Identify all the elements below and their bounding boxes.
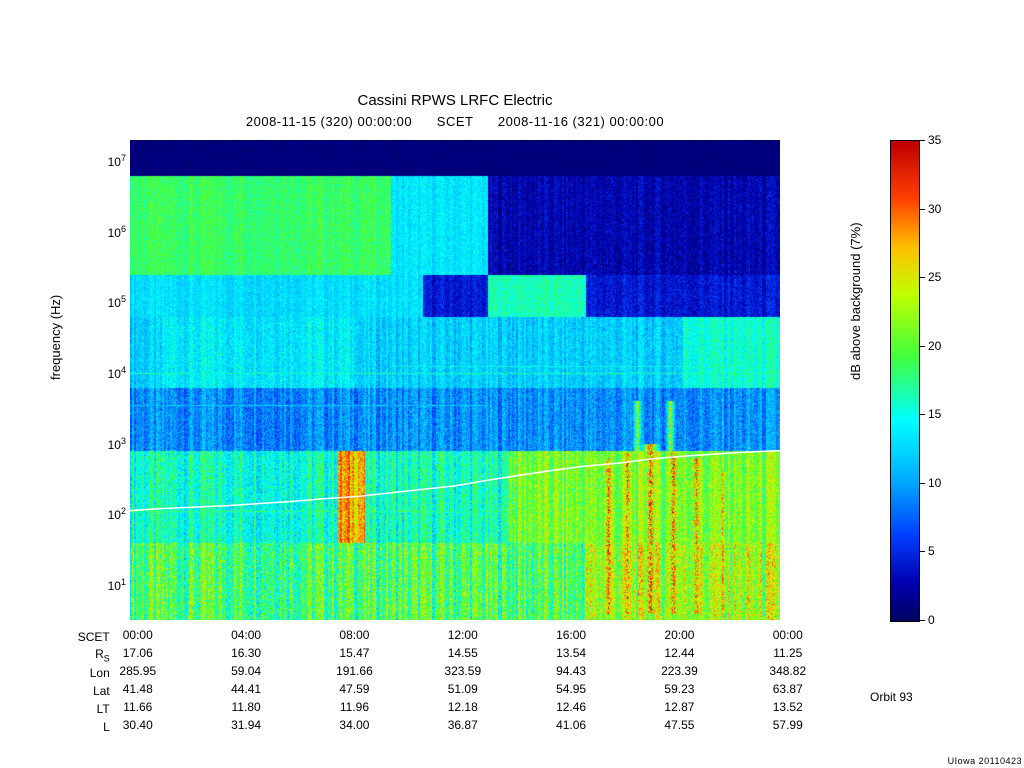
x-axis-row: Lat41.4844.4147.5951.0954.9559.2363.87 <box>55 682 785 700</box>
colorbar-label: dB above background (7%) <box>848 222 863 380</box>
x-cell: 63.87 <box>773 682 803 696</box>
colorbar-tick-label: 15 <box>928 407 941 421</box>
y-axis: 101 102 103 104 105 106 107 <box>90 140 130 620</box>
y-tick-label: 101 <box>90 577 126 593</box>
x-cell: 15.47 <box>339 646 369 660</box>
y-tick-label: 104 <box>90 365 126 381</box>
x-cell: 12.87 <box>664 700 694 714</box>
x-cell: 12.18 <box>448 700 478 714</box>
x-cell: 51.09 <box>448 682 478 696</box>
x-cell: 41.06 <box>556 718 586 732</box>
x-cell: 13.54 <box>556 646 586 660</box>
spectrogram-canvas <box>130 140 780 620</box>
x-cell: 08:00 <box>339 628 369 642</box>
orbit-label: Orbit 93 <box>870 690 913 704</box>
x-cell: 13.52 <box>773 700 803 714</box>
y-tick-label: 102 <box>90 506 126 522</box>
x-cell: 94.43 <box>556 664 586 678</box>
colorbar-tick-label: 20 <box>928 339 941 353</box>
colorbar-tick-label: 30 <box>928 202 941 216</box>
x-cell: 16:00 <box>556 628 586 642</box>
colorbar-tick-label: 5 <box>928 544 935 558</box>
colorbar-tick-label: 10 <box>928 476 941 490</box>
x-cell: 12.44 <box>664 646 694 660</box>
x-cell: 16.30 <box>231 646 261 660</box>
x-cell: 11.66 <box>123 700 152 714</box>
y-tick-label: 103 <box>90 436 126 452</box>
x-cell: 11.80 <box>232 700 261 714</box>
x-cell: 323.59 <box>444 664 481 678</box>
x-cell: 223.39 <box>661 664 698 678</box>
x-cell: 34.00 <box>339 718 369 732</box>
x-row-label: L <box>55 720 118 734</box>
y-tick-label: 105 <box>90 294 126 310</box>
x-row-label: Lat <box>55 684 118 698</box>
x-cell: 59.23 <box>664 682 694 696</box>
subtitle-end: 2008-11-16 (321) 00:00:00 <box>498 114 664 129</box>
x-cell: 191.66 <box>336 664 373 678</box>
y-tick-label: 106 <box>90 224 126 240</box>
x-cell: 20:00 <box>664 628 694 642</box>
colorbar-ticks: 05101520253035 <box>920 140 950 620</box>
x-cell: 00:00 <box>123 628 153 642</box>
x-cell: 59.04 <box>231 664 261 678</box>
x-cell: 31.94 <box>231 718 261 732</box>
x-cell: 36.87 <box>448 718 478 732</box>
x-cell: 30.40 <box>123 718 153 732</box>
colorbar-canvas <box>891 141 919 621</box>
x-row-label: Lon <box>55 666 118 680</box>
x-cell: 44.41 <box>231 682 261 696</box>
footer-stamp: UIowa 20110423 <box>948 756 1022 766</box>
x-cell: 00:00 <box>773 628 803 642</box>
x-cell: 57.99 <box>773 718 803 732</box>
x-cell: 11.96 <box>340 700 369 714</box>
subtitle-mid: SCET <box>437 114 473 129</box>
x-cell: 14.55 <box>448 646 478 660</box>
colorbar <box>890 140 920 622</box>
x-cell: 04:00 <box>231 628 261 642</box>
x-cell: 41.48 <box>123 682 153 696</box>
colorbar-tick-label: 0 <box>928 613 935 627</box>
x-cell: 17.06 <box>123 646 153 660</box>
x-cell: 12:00 <box>448 628 478 642</box>
x-axis-table: SCET00:0004:0008:0012:0016:0020:0000:00R… <box>55 628 785 736</box>
spectrogram-plot <box>130 140 780 620</box>
colorbar-tick-label: 25 <box>928 270 941 284</box>
x-cell: 285.95 <box>119 664 156 678</box>
x-row-label: RS <box>55 647 118 663</box>
x-cell: 47.59 <box>339 682 369 696</box>
x-axis-row: Lon285.9559.04191.66323.5994.43223.39348… <box>55 664 785 682</box>
x-axis-row: LT11.6611.8011.9612.1812.4612.8713.52 <box>55 700 785 718</box>
x-axis-row: L30.4031.9434.0036.8741.0647.5557.99 <box>55 718 785 736</box>
x-axis-row: SCET00:0004:0008:0012:0016:0020:0000:00 <box>55 628 785 646</box>
chart-subtitle: 2008-11-15 (320) 00:00:00 SCET 2008-11-1… <box>130 114 780 129</box>
x-axis-row: RS17.0616.3015.4714.5513.5412.4411.25 <box>55 646 785 664</box>
x-cell: 11.25 <box>773 646 802 660</box>
x-cell: 12.46 <box>556 700 586 714</box>
y-tick-label: 107 <box>90 153 126 169</box>
x-cell: 348.82 <box>769 664 806 678</box>
subtitle-start: 2008-11-15 (320) 00:00:00 <box>246 114 412 129</box>
chart-title: Cassini RPWS LRFC Electric <box>130 92 780 109</box>
x-row-label: LT <box>55 702 118 716</box>
colorbar-tick-label: 35 <box>928 133 941 147</box>
x-cell: 54.95 <box>556 682 586 696</box>
y-axis-label: frequency (Hz) <box>48 295 63 380</box>
x-cell: 47.55 <box>664 718 694 732</box>
x-row-label: SCET <box>55 630 118 644</box>
